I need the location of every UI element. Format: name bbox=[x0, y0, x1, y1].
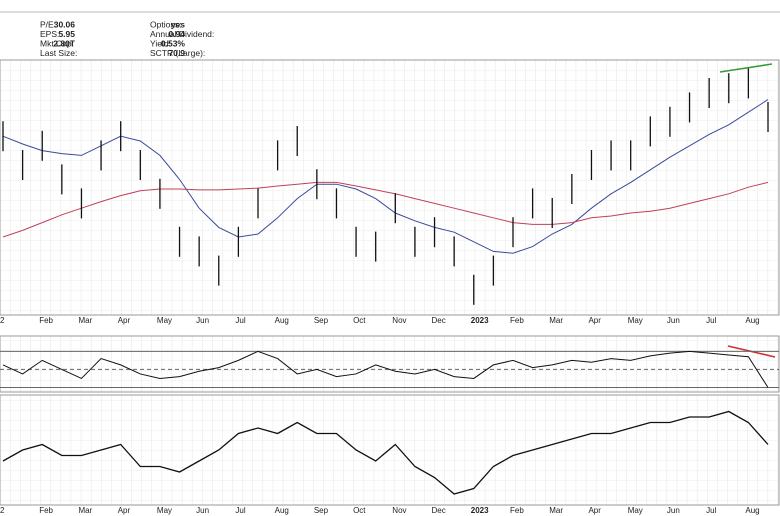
x-tick-label: Jun bbox=[667, 316, 680, 325]
x-tick-label: Mar bbox=[549, 316, 563, 325]
x-tick-label: Apr bbox=[118, 506, 131, 515]
stat-value: 0.53% bbox=[161, 38, 186, 48]
x-tick-label: Feb bbox=[39, 316, 53, 325]
x-tick-label: Oct bbox=[353, 316, 366, 325]
x-tick-label: Jul bbox=[235, 506, 245, 515]
x-tick-label: Jun bbox=[667, 506, 680, 515]
x-tick-label: 2023 bbox=[471, 316, 489, 325]
stat-value: yes bbox=[171, 19, 185, 29]
x-tick-label: Feb bbox=[39, 506, 53, 515]
x-tick-label: Jul bbox=[235, 316, 245, 325]
x-tick-label: Feb bbox=[510, 316, 524, 325]
x-tick-label: Oct bbox=[353, 506, 366, 515]
x-tick-label: Sep bbox=[314, 316, 329, 325]
x-tick-label: 2 bbox=[0, 506, 5, 515]
x-tick-label: Sep bbox=[314, 506, 329, 515]
x-tick-label: May bbox=[157, 506, 172, 515]
x-tick-label: Aug bbox=[275, 316, 289, 325]
x-tick-label: Mar bbox=[78, 316, 92, 325]
stat-value: 2.80T bbox=[53, 38, 76, 48]
x-tick-label: Feb bbox=[510, 506, 524, 515]
x-tick-label: May bbox=[628, 316, 643, 325]
trend-line bbox=[719, 63, 773, 73]
stat-label: Mkt Cap: bbox=[40, 38, 74, 48]
x-tick-label: Jun bbox=[196, 316, 209, 325]
moving-average bbox=[2, 181, 769, 238]
x-tick-label: Dec bbox=[432, 506, 446, 515]
x-tick-label: Jul bbox=[706, 506, 716, 515]
x-tick-label: Apr bbox=[588, 506, 601, 515]
x-tick-label: Jun bbox=[196, 506, 209, 515]
x-tick-label: May bbox=[157, 316, 172, 325]
stat-label: Last Size: bbox=[40, 48, 77, 58]
stat-value: 5.95 bbox=[58, 29, 75, 39]
stat-label: Yield: bbox=[150, 38, 171, 48]
stat-label: SCTR (Large): bbox=[150, 48, 205, 58]
rsi-line bbox=[2, 350, 769, 388]
moving-average bbox=[2, 99, 769, 254]
stat-label: Annual Dividend: bbox=[150, 29, 214, 39]
x-tick-label: 2 bbox=[0, 316, 5, 325]
x-tick-label: Nov bbox=[392, 506, 406, 515]
x-tick-label: Apr bbox=[118, 316, 131, 325]
x-tick-label: Apr bbox=[588, 316, 601, 325]
stat-label: Options: bbox=[150, 19, 182, 29]
stat-value: 70.9 bbox=[168, 48, 185, 58]
lower-line bbox=[2, 410, 769, 495]
x-tick-label: Jul bbox=[706, 316, 716, 325]
stat-value: 30.06 bbox=[54, 19, 76, 29]
price-panel bbox=[0, 59, 780, 316]
x-tick-label: Aug bbox=[275, 506, 289, 515]
x-tick-label: Mar bbox=[78, 506, 92, 515]
x-tick-label: May bbox=[628, 506, 643, 515]
stat-label: EPS: bbox=[40, 29, 59, 39]
stat-label: P/E: bbox=[40, 19, 56, 29]
rsi-panel bbox=[0, 335, 780, 393]
x-tick-label: Mar bbox=[549, 506, 563, 515]
x-tick-label: Dec bbox=[432, 316, 446, 325]
x-tick-label: Aug bbox=[745, 506, 759, 515]
x-tick-label: Nov bbox=[392, 316, 406, 325]
x-tick-label: Aug bbox=[745, 316, 759, 325]
stat-value: 0.94 bbox=[168, 29, 185, 39]
x-tick-label: 2023 bbox=[471, 506, 489, 515]
